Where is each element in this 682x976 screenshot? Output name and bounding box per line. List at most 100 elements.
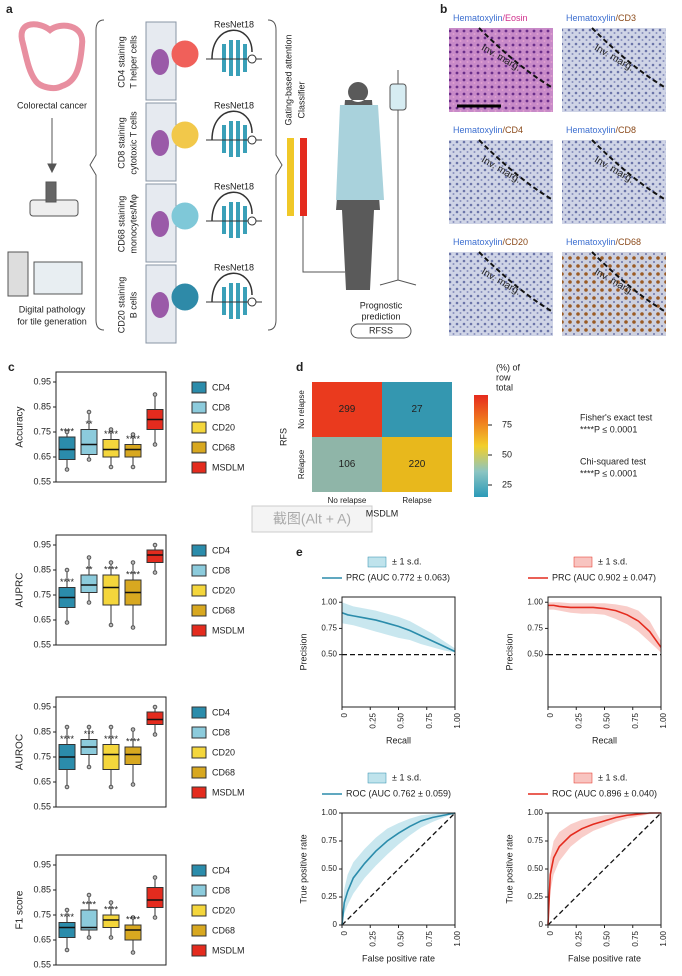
label: for tile generation	[17, 316, 87, 326]
legend-label: CD4	[212, 382, 230, 392]
x-tick-label: 0.50	[603, 930, 612, 946]
stain-label: CD4 staining	[116, 36, 126, 88]
legend-label: MSDLM	[212, 462, 245, 472]
tile	[449, 252, 553, 336]
y-tick-label: 0.55	[33, 959, 51, 969]
legend-label: CD68	[212, 925, 235, 935]
resnet-block	[229, 121, 233, 157]
annotation: Fisher's exact test	[580, 412, 653, 422]
x-tick-label: 0.50	[397, 930, 406, 946]
legend-label: ± 1 s.d.	[598, 556, 627, 566]
y-tick-label: 0.75	[321, 624, 337, 633]
resnet-block	[222, 206, 226, 234]
legend-label: CD68	[212, 442, 235, 452]
sd-band	[548, 813, 661, 925]
panel-label: b	[440, 2, 447, 16]
resnet-block	[229, 202, 233, 238]
stain-label: CD68 staining	[116, 196, 126, 253]
y-tick-label: 0.75	[527, 836, 543, 845]
x-tick-label: 0.75	[631, 712, 640, 728]
whisker-end	[86, 457, 92, 462]
stain-label: B cells	[128, 291, 138, 318]
legend-label: CD4	[212, 545, 230, 555]
whisker-end	[86, 600, 92, 605]
box	[124, 746, 142, 765]
whisker-end	[108, 622, 114, 628]
label: RFSS	[369, 325, 393, 335]
tissue	[151, 292, 169, 318]
x-tick-label: 0	[340, 712, 349, 717]
attention-bar	[287, 138, 294, 216]
classifier-bar	[300, 138, 307, 216]
whisker-end	[130, 950, 136, 955]
stain-label: monocytes/Mφ	[128, 194, 138, 254]
resnet-block	[222, 44, 226, 72]
skip	[211, 29, 253, 60]
colorbar-tick-label: 25	[502, 479, 512, 489]
resnet-block	[229, 283, 233, 319]
whisker-end	[64, 724, 70, 730]
label: Classifier	[296, 81, 306, 118]
whisker-end	[152, 704, 158, 710]
legend-swatch	[191, 544, 207, 557]
microscope	[45, 181, 57, 203]
counterstain: /CD20	[503, 237, 529, 247]
y-tick-label: 1.00	[527, 597, 543, 606]
annotation: ****P ≤ 0.0001	[580, 468, 637, 478]
resnet-block	[243, 125, 247, 153]
whisker-end	[152, 542, 158, 548]
tile-label: Hematoxylin/CD20	[453, 237, 528, 247]
legend-swatch	[191, 904, 207, 917]
legend-swatch	[191, 564, 207, 577]
col-label: No relapse	[328, 496, 367, 505]
legend-swatch	[191, 441, 207, 454]
tile-label: Hematoxylin/CD68	[566, 237, 641, 247]
sum	[247, 297, 257, 307]
significance: ****	[126, 914, 141, 924]
tile-label: Hematoxylin/Eosin	[453, 13, 528, 23]
box	[124, 924, 142, 941]
legend-band	[573, 556, 593, 568]
margin-line	[478, 251, 554, 313]
sd-band	[342, 813, 455, 925]
tile	[449, 140, 553, 224]
legend-label: CD20	[212, 422, 235, 432]
legend-swatch	[191, 766, 207, 779]
box	[80, 429, 98, 455]
tile	[562, 140, 666, 224]
whisker-end	[152, 732, 158, 737]
tile	[562, 252, 666, 336]
whisker-end	[86, 764, 92, 770]
cell	[312, 382, 382, 437]
x-tick-label: 0.75	[425, 712, 434, 728]
y-label: True positive rate	[298, 834, 308, 903]
significance: ***	[84, 729, 95, 739]
x-tick-label: 0.25	[368, 712, 377, 728]
cell	[171, 40, 199, 68]
stain-label: T helper cells	[128, 35, 138, 89]
panel-label: a	[6, 2, 13, 16]
x-tick-label: 0.25	[574, 712, 583, 728]
skip	[211, 110, 253, 141]
y-tick-label: 0.95	[33, 859, 51, 869]
margin-line	[478, 27, 554, 89]
x-tick-label: 0.75	[425, 930, 434, 946]
counterstain: /CD8	[616, 125, 637, 135]
legend-swatch	[191, 786, 207, 799]
resnet-block	[236, 283, 240, 319]
y-label: True positive rate	[504, 834, 514, 903]
y-tick-label: 0.85	[33, 726, 51, 736]
whisker-end	[86, 724, 92, 730]
legend-swatch	[191, 624, 207, 637]
legend-label: CD8	[212, 727, 230, 737]
significance: ****	[126, 736, 141, 746]
legend-label: MSDLM	[212, 945, 245, 955]
annotation: Chi-squared test	[580, 456, 647, 466]
legend-label: CD68	[212, 605, 235, 615]
colorbar-title: row	[496, 372, 511, 382]
panel-a-art	[7, 19, 417, 339]
legend-swatch	[191, 884, 207, 897]
y-tick-label: 0.55	[33, 639, 51, 649]
x-tick-label: 0.75	[631, 930, 640, 946]
y-tick-label: 0.75	[33, 909, 51, 919]
